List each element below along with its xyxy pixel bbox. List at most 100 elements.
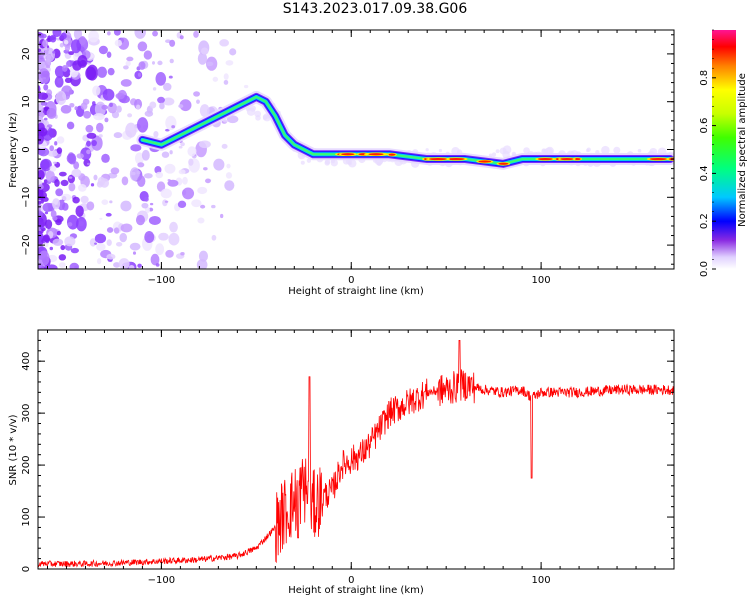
noise-blob — [168, 75, 173, 79]
noise-blob — [59, 42, 64, 48]
noise-blob — [77, 183, 87, 192]
noise-blob — [96, 122, 104, 133]
noise-blob — [56, 136, 65, 144]
noise-blob — [70, 247, 79, 254]
noise-blob — [115, 241, 123, 247]
noise-blob — [158, 232, 169, 241]
halo-blob — [491, 152, 497, 157]
noise-blob — [164, 200, 169, 203]
noise-blob — [97, 176, 106, 186]
noise-blob — [161, 151, 170, 158]
noise-blob — [219, 39, 229, 47]
noise-blob — [38, 200, 42, 205]
noise-blob — [129, 167, 140, 181]
heatmap-x-axis: −100 0 100 — [46, 30, 675, 286]
noise-blob — [106, 51, 112, 58]
noise-blob — [49, 145, 55, 152]
halo-blob — [601, 145, 610, 155]
noise-blob — [211, 234, 217, 241]
noise-blob — [97, 66, 108, 78]
noise-blob — [61, 193, 72, 201]
noise-blob — [157, 96, 165, 104]
noise-blob — [151, 61, 155, 65]
colorbar-label: Normalized spectral amplitude — [737, 73, 748, 227]
noise-blob — [102, 88, 115, 101]
noise-blob — [38, 33, 47, 39]
noise-blob — [106, 227, 114, 233]
x-tick-label: −100 — [148, 275, 175, 286]
noise-blob — [55, 188, 64, 197]
noise-blob — [90, 183, 95, 187]
noise-blob — [221, 143, 228, 149]
noise-blob — [213, 158, 225, 171]
heatmap-ridge — [136, 90, 674, 170]
noise-blob — [42, 234, 50, 242]
noise-blob — [137, 117, 149, 133]
noise-blob — [155, 263, 160, 267]
noise-blob — [188, 158, 194, 166]
noise-blob — [64, 77, 72, 84]
x-tick-label: 100 — [532, 575, 551, 586]
noise-blob — [121, 176, 129, 186]
noise-blob — [198, 250, 208, 262]
noise-blob — [52, 30, 62, 38]
halo-blob — [324, 159, 331, 165]
noise-blob — [50, 210, 57, 218]
noise-blob — [113, 132, 123, 139]
noise-blob — [205, 178, 211, 184]
noise-blob — [168, 232, 180, 246]
noise-blob — [68, 51, 75, 56]
noise-blob — [75, 205, 84, 217]
noise-blob — [94, 242, 98, 245]
ridge-core — [368, 153, 384, 156]
noise-blob — [129, 242, 141, 251]
ridge-core — [388, 153, 396, 156]
noise-blob — [155, 243, 165, 256]
snr-x-label: Height of straight line (km) — [288, 585, 424, 596]
halo-blob — [637, 148, 642, 153]
noise-blob — [107, 67, 115, 76]
noise-blob — [56, 147, 63, 154]
noise-blob — [38, 133, 44, 145]
noise-blob — [123, 65, 129, 70]
halo-blob — [348, 159, 357, 168]
noise-blob — [125, 60, 131, 67]
noise-blob — [178, 145, 183, 149]
noise-blob — [60, 32, 67, 40]
ridge-core — [428, 157, 447, 161]
noise-blob — [223, 73, 229, 81]
noise-blob — [63, 39, 69, 45]
noise-blob — [224, 180, 235, 191]
noise-blob — [106, 253, 116, 260]
noise-blob — [52, 238, 64, 246]
noise-blob — [69, 103, 75, 108]
noise-blob — [76, 153, 84, 159]
halo-blob — [586, 148, 590, 153]
noise-blob — [130, 144, 142, 152]
noise-blob — [126, 56, 134, 62]
noise-blob — [101, 199, 109, 205]
noise-blob — [179, 99, 192, 112]
snr-panel: −100 0 100 0 100 200 300 400 Height of straigh… — [8, 329, 675, 596]
noise-blob — [68, 182, 76, 192]
ridge-core — [560, 157, 574, 161]
noise-blob — [46, 124, 53, 128]
noise-blob — [223, 79, 229, 85]
noise-blob — [137, 41, 148, 52]
noise-blob — [44, 219, 53, 230]
noise-blob — [60, 179, 69, 187]
noise-blob — [152, 30, 158, 37]
noise-blob — [134, 152, 144, 165]
noise-blob — [56, 230, 61, 236]
noise-blob — [55, 218, 62, 226]
noise-blob — [106, 239, 112, 247]
noise-blob — [69, 262, 80, 269]
noise-blob — [212, 76, 219, 82]
noise-blob — [43, 84, 49, 91]
noise-blob — [127, 113, 133, 118]
noise-blob — [47, 149, 58, 157]
noise-blob — [39, 226, 44, 230]
noise-blob — [165, 115, 177, 131]
noise-blob — [38, 250, 50, 266]
